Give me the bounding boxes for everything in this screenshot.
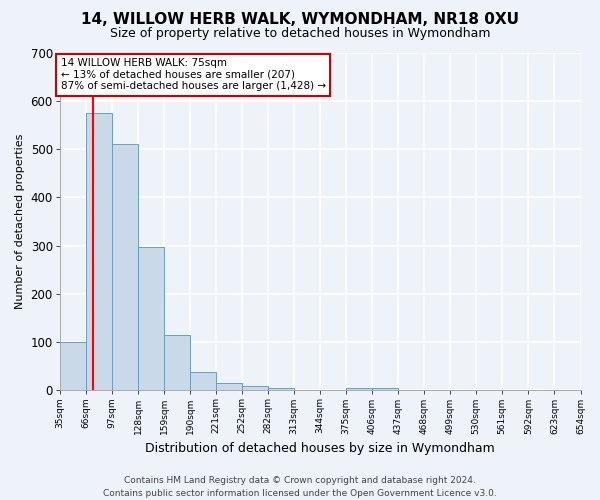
Bar — [372, 388, 398, 390]
Bar — [346, 388, 372, 390]
Bar — [60, 342, 86, 390]
Text: Contains HM Land Registry data © Crown copyright and database right 2024.
Contai: Contains HM Land Registry data © Crown c… — [103, 476, 497, 498]
Text: Size of property relative to detached houses in Wymondham: Size of property relative to detached ho… — [110, 28, 490, 40]
X-axis label: Distribution of detached houses by size in Wymondham: Distribution of detached houses by size … — [145, 442, 495, 455]
Text: 14 WILLOW HERB WALK: 75sqm
← 13% of detached houses are smaller (207)
87% of sem: 14 WILLOW HERB WALK: 75sqm ← 13% of deta… — [61, 58, 326, 92]
Bar — [112, 144, 138, 390]
Text: 14, WILLOW HERB WALK, WYMONDHAM, NR18 0XU: 14, WILLOW HERB WALK, WYMONDHAM, NR18 0X… — [81, 12, 519, 28]
Bar — [242, 386, 268, 390]
Bar — [138, 246, 164, 390]
Bar — [190, 372, 216, 390]
Bar — [268, 388, 293, 390]
Bar — [216, 383, 242, 390]
Bar — [164, 335, 190, 390]
Bar — [86, 113, 112, 390]
Y-axis label: Number of detached properties: Number of detached properties — [15, 134, 25, 309]
